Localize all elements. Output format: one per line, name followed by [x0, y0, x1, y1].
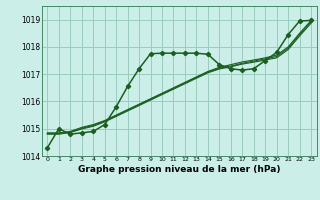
X-axis label: Graphe pression niveau de la mer (hPa): Graphe pression niveau de la mer (hPa)	[78, 165, 280, 174]
